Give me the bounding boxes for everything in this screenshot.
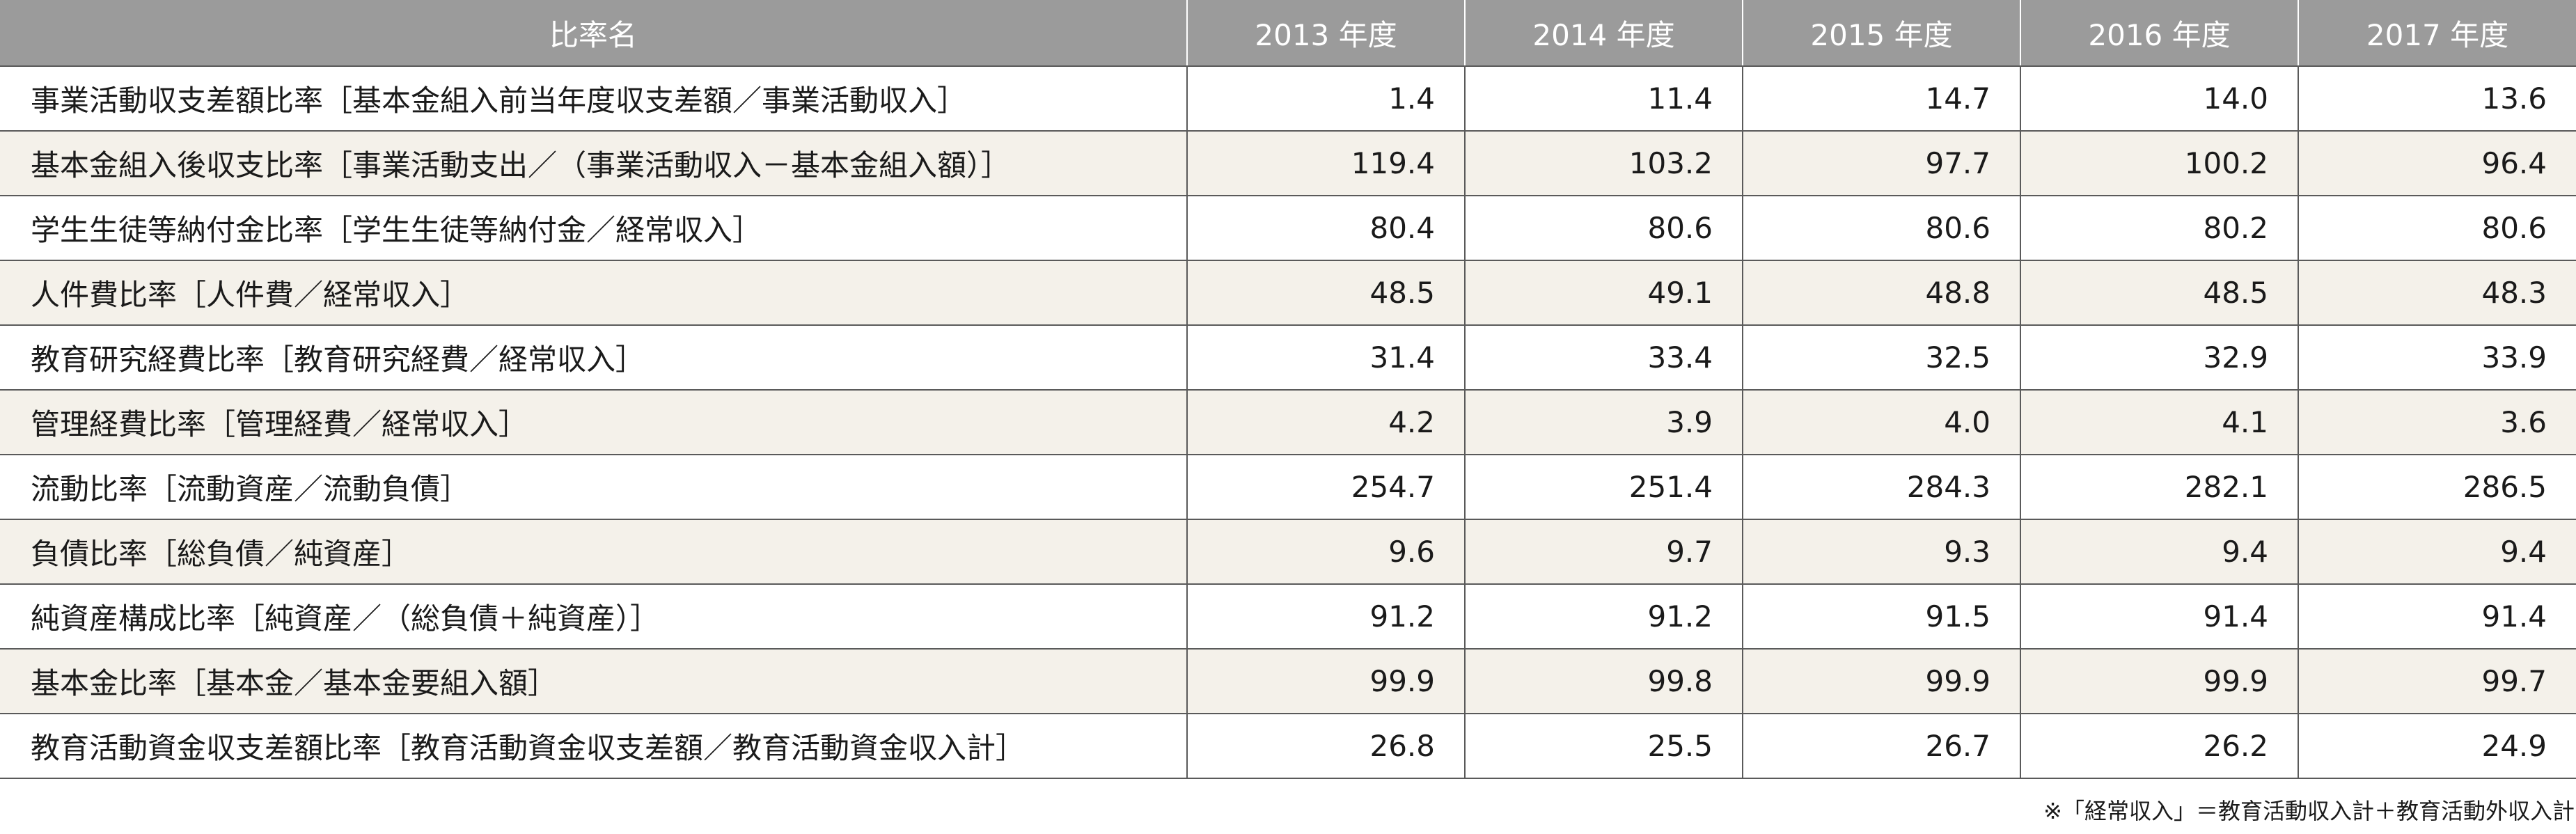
value-cell: 251.4 — [1465, 455, 1743, 520]
value-cell: 32.5 — [1743, 325, 2021, 391]
table-row: 教育活動資金収支差額比率［教育活動資金収支差額／教育活動資金収入計］ 26.8 … — [0, 714, 2576, 779]
value-cell: 91.2 — [1465, 584, 1743, 650]
value-cell: 99.7 — [2298, 649, 2576, 714]
value-cell: 80.2 — [2020, 196, 2299, 261]
value-cell: 11.4 — [1465, 66, 1743, 132]
table-row: 教育研究経費比率［教育研究経費／経常収入］ 31.4 33.4 32.5 32.… — [0, 325, 2576, 391]
ratio-name-cell: 管理経費比率［管理経費／経常収入］ — [0, 390, 1188, 455]
value-cell: 33.9 — [2298, 325, 2576, 391]
value-cell: 4.0 — [1743, 390, 2021, 455]
value-cell: 13.6 — [2298, 66, 2576, 132]
value-cell: 99.8 — [1465, 649, 1743, 714]
header-year-2016: 2016 年度 — [2020, 0, 2299, 67]
value-cell: 14.0 — [2020, 66, 2299, 132]
header-year-2017: 2017 年度 — [2298, 0, 2576, 67]
table-row: 基本金比率［基本金／基本金要組入額］ 99.9 99.8 99.9 99.9 9… — [0, 649, 2576, 714]
value-cell: 32.9 — [2020, 325, 2299, 391]
value-cell: 97.7 — [1743, 131, 2021, 196]
table-row: 純資産構成比率［純資産／（総負債＋純資産）］ 91.2 91.2 91.5 91… — [0, 584, 2576, 650]
ratio-name-cell: 純資産構成比率［純資産／（総負債＋純資産）］ — [0, 584, 1188, 650]
table-header: 比率名 2013 年度 2014 年度 2015 年度 2016 年度 2017… — [0, 0, 2576, 67]
value-cell: 4.1 — [2020, 390, 2299, 455]
value-cell: 48.8 — [1743, 260, 2021, 326]
table-row: 事業活動収支差額比率［基本金組入前当年度収支差額／事業活動収入］ 1.4 11.… — [0, 66, 2576, 132]
value-cell: 26.2 — [2020, 714, 2299, 779]
value-cell: 103.2 — [1465, 131, 1743, 196]
ratio-name-cell: 基本金比率［基本金／基本金要組入額］ — [0, 649, 1188, 714]
value-cell: 25.5 — [1465, 714, 1743, 779]
value-cell: 48.5 — [1187, 260, 1466, 326]
value-cell: 48.3 — [2298, 260, 2576, 326]
value-cell: 9.6 — [1187, 519, 1466, 585]
ratio-name-cell: 教育活動資金収支差額比率［教育活動資金収支差額／教育活動資金収入計］ — [0, 714, 1188, 779]
ratio-name-cell: 負債比率［総負債／純資産］ — [0, 519, 1188, 585]
header-row: 比率名 2013 年度 2014 年度 2015 年度 2016 年度 2017… — [0, 0, 2576, 67]
table-row: 負債比率［総負債／純資産］ 9.6 9.7 9.3 9.4 9.4 — [0, 519, 2576, 585]
value-cell: 80.4 — [1187, 196, 1466, 261]
value-cell: 48.5 — [2020, 260, 2299, 326]
value-cell: 33.4 — [1465, 325, 1743, 391]
value-cell: 1.4 — [1187, 66, 1466, 132]
value-cell: 14.7 — [1743, 66, 2021, 132]
table-body: 事業活動収支差額比率［基本金組入前当年度収支差額／事業活動収入］ 1.4 11.… — [0, 66, 2576, 779]
financial-ratio-table: 比率名 2013 年度 2014 年度 2015 年度 2016 年度 2017… — [0, 0, 2576, 779]
value-cell: 99.9 — [2020, 649, 2299, 714]
value-cell: 80.6 — [1743, 196, 2021, 261]
table-row: 学生生徒等納付金比率［学生生徒等納付金／経常収入］ 80.4 80.6 80.6… — [0, 196, 2576, 261]
ratio-table-container: 比率名 2013 年度 2014 年度 2015 年度 2016 年度 2017… — [0, 0, 2576, 779]
value-cell: 96.4 — [2298, 131, 2576, 196]
header-ratio-name: 比率名 — [0, 0, 1188, 67]
value-cell: 4.2 — [1187, 390, 1466, 455]
header-year-2013: 2013 年度 — [1187, 0, 1466, 67]
value-cell: 49.1 — [1465, 260, 1743, 326]
value-cell: 254.7 — [1187, 455, 1466, 520]
value-cell: 9.4 — [2020, 519, 2299, 585]
header-year-2014: 2014 年度 — [1465, 0, 1743, 67]
value-cell: 100.2 — [2020, 131, 2299, 196]
value-cell: 99.9 — [1743, 649, 2021, 714]
value-cell: 91.5 — [1743, 584, 2021, 650]
value-cell: 26.7 — [1743, 714, 2021, 779]
ratio-name-cell: 基本金組入後収支比率［事業活動支出／（事業活動収入－基本金組入額）］ — [0, 131, 1188, 196]
value-cell: 3.9 — [1465, 390, 1743, 455]
value-cell: 24.9 — [2298, 714, 2576, 779]
ratio-name-cell: 流動比率［流動資産／流動負債］ — [0, 455, 1188, 520]
value-cell: 3.6 — [2298, 390, 2576, 455]
value-cell: 31.4 — [1187, 325, 1466, 391]
table-row: 流動比率［流動資産／流動負債］ 254.7 251.4 284.3 282.1 … — [0, 455, 2576, 520]
table-row: 基本金組入後収支比率［事業活動支出／（事業活動収入－基本金組入額）］ 119.4… — [0, 131, 2576, 196]
table-row: 人件費比率［人件費／経常収入］ 48.5 49.1 48.8 48.5 48.3 — [0, 260, 2576, 326]
value-cell: 80.6 — [1465, 196, 1743, 261]
ratio-name-cell: 人件費比率［人件費／経常収入］ — [0, 260, 1188, 326]
ratio-name-cell: 学生生徒等納付金比率［学生生徒等納付金／経常収入］ — [0, 196, 1188, 261]
value-cell: 80.6 — [2298, 196, 2576, 261]
value-cell: 9.4 — [2298, 519, 2576, 585]
value-cell: 26.8 — [1187, 714, 1466, 779]
value-cell: 99.9 — [1187, 649, 1466, 714]
value-cell: 284.3 — [1743, 455, 2021, 520]
value-cell: 9.3 — [1743, 519, 2021, 585]
value-cell: 286.5 — [2298, 455, 2576, 520]
ratio-name-cell: 教育研究経費比率［教育研究経費／経常収入］ — [0, 325, 1188, 391]
value-cell: 9.7 — [1465, 519, 1743, 585]
value-cell: 91.4 — [2020, 584, 2299, 650]
table-row: 管理経費比率［管理経費／経常収入］ 4.2 3.9 4.0 4.1 3.6 — [0, 390, 2576, 455]
footnote: ※「経常収入」＝教育活動収入計＋教育活動外収入計 — [2043, 798, 2575, 824]
value-cell: 91.4 — [2298, 584, 2576, 650]
value-cell: 91.2 — [1187, 584, 1466, 650]
value-cell: 282.1 — [2020, 455, 2299, 520]
header-year-2015: 2015 年度 — [1743, 0, 2021, 67]
ratio-name-cell: 事業活動収支差額比率［基本金組入前当年度収支差額／事業活動収入］ — [0, 66, 1188, 132]
value-cell: 119.4 — [1187, 131, 1466, 196]
